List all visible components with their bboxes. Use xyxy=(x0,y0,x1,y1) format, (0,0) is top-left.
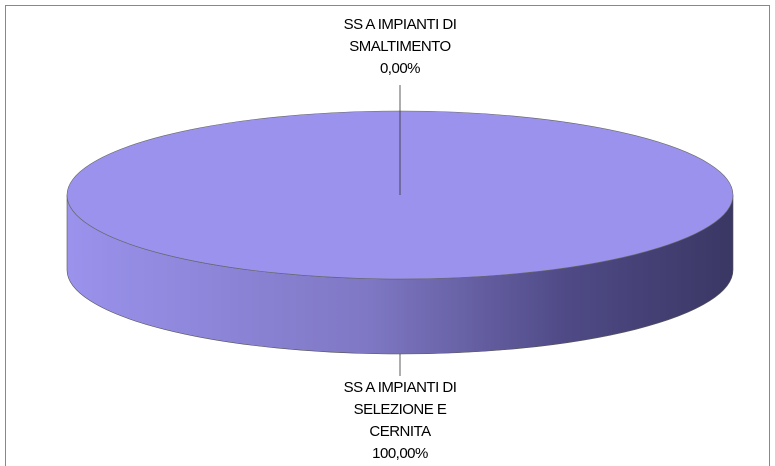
slice-label: SS A IMPIANTI DI SELEZIONE E CERNITA 100… xyxy=(315,377,485,465)
value-label: 100,00% xyxy=(372,445,428,462)
category-label: SS A IMPIANTI DI SELEZIONE E CERNITA xyxy=(343,379,457,440)
chart-frame xyxy=(5,5,770,466)
category-label: SS A IMPIANTI DI SMALTIMENTO xyxy=(343,16,457,55)
value-label: 0,00% xyxy=(379,60,421,77)
slice-label: SS A IMPIANTI DI SMALTIMENTO 0,00% xyxy=(315,14,485,80)
